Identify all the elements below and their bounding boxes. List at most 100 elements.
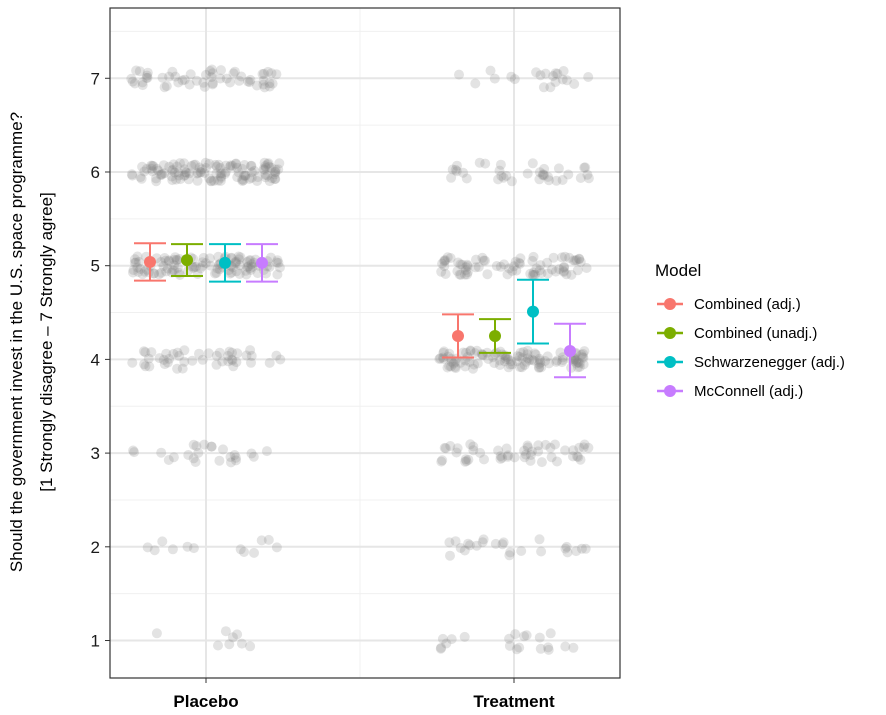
- raw-response-point: [555, 347, 566, 358]
- raw-response-point: [275, 354, 286, 365]
- raw-response-point: [515, 362, 525, 373]
- raw-response-point: [217, 356, 228, 367]
- raw-response-point: [216, 171, 226, 182]
- raw-response-point: [460, 454, 471, 465]
- raw-response-point: [544, 358, 554, 369]
- raw-response-point: [204, 173, 215, 184]
- raw-response-point: [502, 451, 513, 462]
- raw-response-point: [195, 263, 206, 274]
- raw-response-point: [530, 269, 540, 280]
- raw-response-point: [172, 363, 183, 374]
- raw-response-point: [260, 169, 271, 180]
- raw-response-point: [499, 259, 509, 270]
- raw-response-point: [545, 82, 556, 93]
- raw-response-point: [189, 262, 200, 273]
- raw-response-point: [213, 175, 224, 186]
- raw-response-point: [153, 165, 164, 176]
- raw-response-point: [158, 160, 169, 171]
- raw-response-point: [457, 259, 468, 270]
- raw-response-point: [517, 353, 528, 364]
- raw-response-point: [469, 359, 480, 370]
- raw-response-point: [452, 443, 463, 454]
- raw-response-point: [461, 347, 471, 358]
- raw-response-point: [514, 351, 525, 362]
- raw-response-point: [437, 633, 448, 644]
- raw-response-point: [201, 69, 211, 80]
- raw-response-point: [264, 357, 275, 368]
- raw-response-point: [542, 351, 553, 362]
- raw-response-point: [445, 253, 456, 263]
- raw-response-point: [493, 174, 504, 185]
- raw-response-point: [175, 174, 186, 185]
- raw-response-point: [215, 163, 226, 173]
- raw-response-point: [536, 457, 547, 468]
- raw-response-point: [450, 356, 461, 367]
- raw-response-point: [154, 269, 164, 280]
- raw-response-point: [240, 170, 251, 181]
- raw-response-point: [263, 534, 274, 545]
- y-tick-label: 3: [91, 444, 100, 463]
- raw-response-point: [172, 347, 183, 358]
- legend-marker: [664, 385, 676, 397]
- raw-response-point: [225, 161, 235, 172]
- raw-response-point: [550, 266, 561, 277]
- legend-label: Combined (adj.): [694, 296, 801, 313]
- raw-response-point: [534, 359, 545, 370]
- raw-response-point: [188, 453, 199, 464]
- raw-response-point: [579, 346, 590, 357]
- raw-response-point: [231, 256, 242, 267]
- raw-response-point: [231, 266, 242, 277]
- raw-response-point: [175, 158, 185, 169]
- raw-response-point: [137, 269, 148, 280]
- raw-response-point: [244, 255, 255, 266]
- raw-response-point: [210, 159, 221, 170]
- raw-response-point: [263, 66, 273, 77]
- raw-response-point: [455, 269, 466, 280]
- raw-response-point: [249, 547, 259, 558]
- raw-response-point: [488, 352, 498, 363]
- raw-response-point: [525, 450, 536, 460]
- raw-response-point: [233, 251, 244, 262]
- raw-response-point: [438, 347, 449, 358]
- raw-response-point: [237, 163, 248, 174]
- raw-response-point: [140, 361, 151, 372]
- raw-response-point: [510, 256, 521, 267]
- raw-response-point: [137, 77, 148, 88]
- raw-response-point: [139, 166, 150, 177]
- raw-response-point: [210, 268, 220, 279]
- raw-response-point: [522, 440, 533, 451]
- raw-response-point: [458, 167, 469, 178]
- raw-response-point: [485, 65, 496, 76]
- raw-response-point: [272, 269, 283, 280]
- estimate-point: [256, 256, 268, 269]
- legend-item-3: McConnell (adj.): [657, 383, 803, 400]
- raw-response-point: [137, 80, 148, 91]
- raw-response-point: [461, 262, 471, 273]
- raw-response-point: [272, 255, 283, 266]
- raw-response-point: [197, 354, 208, 365]
- raw-response-point: [245, 74, 256, 85]
- raw-response-point: [578, 348, 588, 359]
- raw-response-point: [205, 260, 216, 271]
- raw-response-point: [206, 175, 217, 186]
- raw-response-point: [162, 263, 173, 274]
- raw-response-point: [223, 356, 234, 367]
- raw-response-point: [138, 346, 149, 357]
- raw-response-point: [442, 252, 453, 263]
- raw-response-point: [579, 439, 590, 450]
- raw-response-point: [137, 161, 148, 172]
- raw-response-point: [462, 269, 472, 280]
- raw-response-point: [531, 263, 542, 274]
- raw-response-point: [191, 168, 202, 179]
- raw-response-point: [557, 252, 567, 263]
- plot-border: [109, 7, 621, 679]
- raw-response-point: [260, 161, 271, 171]
- raw-response-point: [129, 257, 140, 268]
- raw-response-point: [499, 356, 510, 367]
- raw-response-point: [225, 160, 236, 171]
- raw-response-point: [517, 362, 527, 373]
- raw-response-point: [179, 356, 190, 367]
- raw-response-point: [490, 349, 501, 359]
- estimate-1-placebo: [171, 243, 203, 277]
- raw-response-point: [560, 543, 571, 554]
